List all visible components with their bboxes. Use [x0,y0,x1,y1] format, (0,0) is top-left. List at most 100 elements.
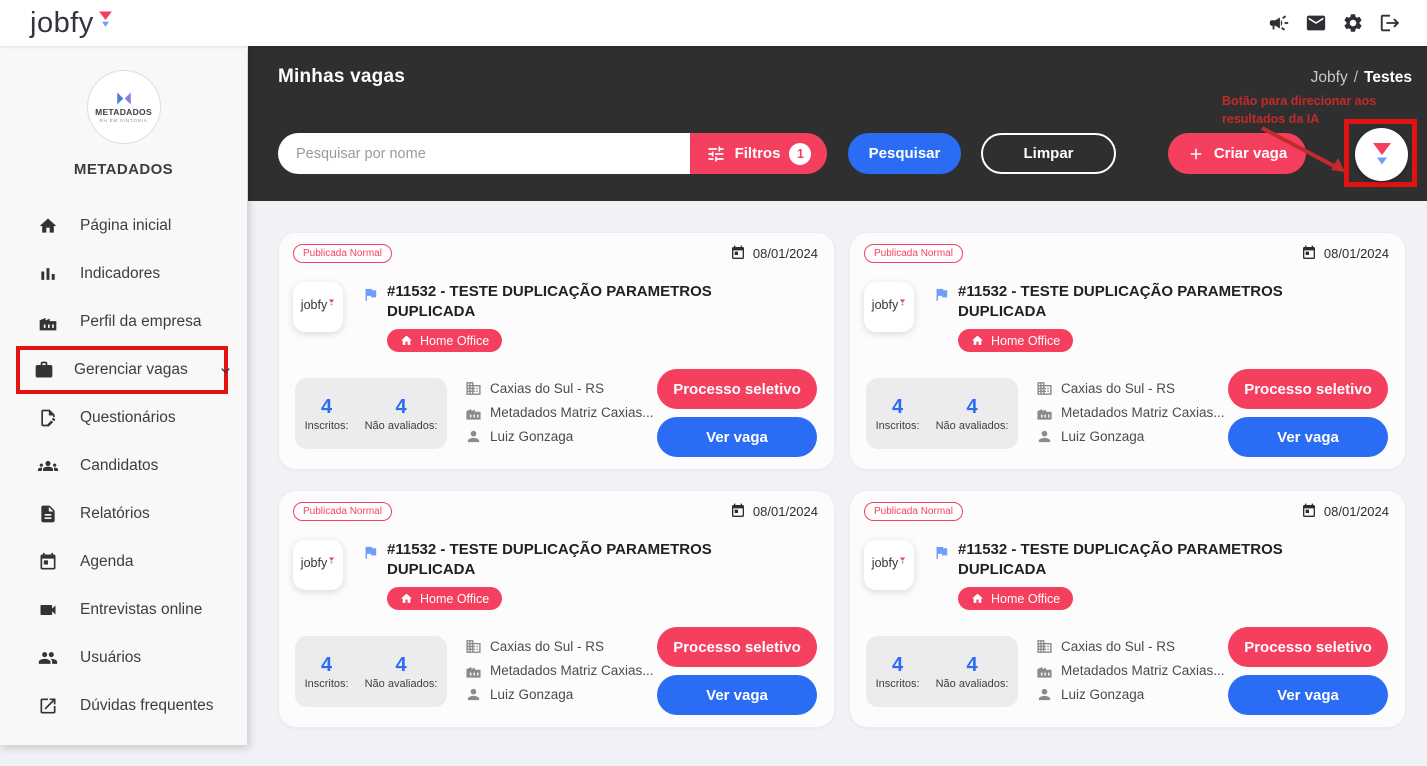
modality-badge: Home Office [958,329,1074,352]
briefcase-icon [34,360,54,380]
stats-box: 4 Inscritos: 4 Não avaliados: [866,636,1018,707]
view-job-button[interactable]: Ver vaga [1228,675,1388,715]
search-input[interactable] [278,133,690,174]
users-icon [38,648,58,668]
job-company-logo: jobfy [864,282,914,332]
annotation-line2: resultados da IA [1222,112,1320,127]
flag-icon [362,286,379,303]
factory-icon [1036,404,1053,421]
job-cards-grid: Publicada Normal 08/01/2024 jobfy #11532… [278,232,1406,728]
card-actions: Processo seletivo Ver vaga [657,627,817,715]
breadcrumb-separator: / [1353,69,1359,86]
info-text: Caxias do Sul - RS [490,381,605,396]
info-row: Luiz Gonzaga [1036,428,1225,445]
card-actions: Processo seletivo Ver vaga [657,369,817,457]
modality-label: Home Office [991,591,1061,606]
modality-badge: Home Office [387,329,503,352]
info-row: Luiz Gonzaga [465,428,654,445]
process-button[interactable]: Processo seletivo [1228,627,1388,667]
filters-button[interactable]: Filtros 1 [690,133,827,174]
process-button[interactable]: Processo seletivo [1228,369,1388,409]
jobfy-triangles-icon [328,557,335,565]
info-text: Caxias do Sul - RS [1061,381,1176,396]
view-job-button[interactable]: Ver vaga [657,675,817,715]
stat-value: 4 [321,395,333,418]
mail-icon[interactable] [1305,12,1327,34]
stat-value: 4 [395,395,407,418]
jobfy-triangles-icon [97,10,114,30]
company-name: METADADOS [73,161,174,178]
sidebar-item-questionarios[interactable]: Questionários [16,394,228,442]
sidebar: METADADOS RH EM SINTONIA METADADOS Págin… [0,46,247,745]
process-button[interactable]: Processo seletivo [657,627,817,667]
flag-icon [362,544,379,561]
job-logo-text: jobfy [300,556,328,570]
stat-label: Inscritos: [875,419,920,432]
sidebar-item-perfil-da-empresa[interactable]: Perfil da empresa [16,298,228,346]
calendar-icon [730,245,746,261]
stat-value: 4 [892,653,904,676]
people-group-icon [38,456,58,476]
ai-results-button[interactable] [1355,128,1408,181]
logout-icon[interactable] [1379,12,1401,34]
bar-chart-icon [38,264,58,284]
card-date: 08/01/2024 [1301,245,1389,261]
job-logo-text: jobfy [300,298,328,312]
person-icon [1036,428,1053,445]
job-company-logo: jobfy [864,540,914,590]
view-job-button[interactable]: Ver vaga [1228,417,1388,457]
card-date: 08/01/2024 [730,245,818,261]
stats-box: 4 Inscritos: 4 Não avaliados: [866,378,1018,449]
stat: 4 Não avaliados: [936,396,1009,432]
company-logo-name: METADADOS [95,107,152,117]
sidebar-menu: Página inicial Indicadores Perfil da emp… [0,202,247,730]
sidebar-item-agenda[interactable]: Agenda [16,538,228,586]
sidebar-item-candidatos[interactable]: Candidatos [16,442,228,490]
stat-value: 4 [892,395,904,418]
job-card: Publicada Normal 08/01/2024 jobfy #11532… [849,232,1406,470]
info-text: Luiz Gonzaga [1061,429,1145,444]
breadcrumb-parent[interactable]: Jobfy [1310,69,1348,86]
info-text: Luiz Gonzaga [490,687,574,702]
topbar-actions [1268,12,1401,34]
info-row: Metadados Matriz Caxias... [465,404,654,421]
info-row: Caxias do Sul - RS [1036,638,1225,655]
modality-badge: Home Office [958,587,1074,610]
card-date-text: 08/01/2024 [752,503,818,519]
megaphone-icon[interactable] [1268,12,1290,34]
info-text: Caxias do Sul - RS [490,639,605,654]
video-icon [38,600,58,620]
sidebar-item-entrevistas-online[interactable]: Entrevistas online [16,586,228,634]
job-logo-text: jobfy [871,556,899,570]
process-button[interactable]: Processo seletivo [657,369,817,409]
card-date-text: 08/01/2024 [1323,245,1389,261]
status-badge: Publicada Normal [864,244,963,263]
info-text: Metadados Matriz Caxias... [1061,663,1225,678]
sidebar-item-usuarios[interactable]: Usuários [16,634,228,682]
stat: 4 Inscritos: [876,654,920,690]
create-job-label: Criar vaga [1213,145,1288,162]
jobfy-logo[interactable]: jobfy [30,8,114,38]
card-actions: Processo seletivo Ver vaga [1228,627,1388,715]
stat-label: Não avaliados: [364,419,438,432]
factory-icon [465,404,482,421]
search-bar: Filtros 1 [278,133,827,174]
job-info-list: Caxias do Sul - RS Metadados Matriz Caxi… [465,380,654,445]
sidebar-item-gerenciar-vagas[interactable]: Gerenciar vagas [16,346,230,394]
annotation-highlight-box [1344,119,1417,187]
calendar-icon [1301,503,1317,519]
sidebar-item-pagina-inicial[interactable]: Página inicial [16,202,228,250]
stat: 4 Inscritos: [305,396,349,432]
person-icon [1036,686,1053,703]
stat-label: Não avaliados: [935,419,1009,432]
settings-icon[interactable] [1342,12,1364,34]
view-job-button[interactable]: Ver vaga [657,417,817,457]
sidebar-item-relatorios[interactable]: Relatórios [16,490,228,538]
search-button[interactable]: Pesquisar [848,133,961,174]
clear-button[interactable]: Limpar [981,133,1116,174]
sidebar-item-duvidas-frequentes[interactable]: Dúvidas frequentes [16,682,228,730]
create-job-button[interactable]: Criar vaga [1168,133,1306,174]
card-date: 08/01/2024 [730,503,818,519]
info-text: Luiz Gonzaga [1061,687,1145,702]
sidebar-item-indicadores[interactable]: Indicadores [16,250,228,298]
